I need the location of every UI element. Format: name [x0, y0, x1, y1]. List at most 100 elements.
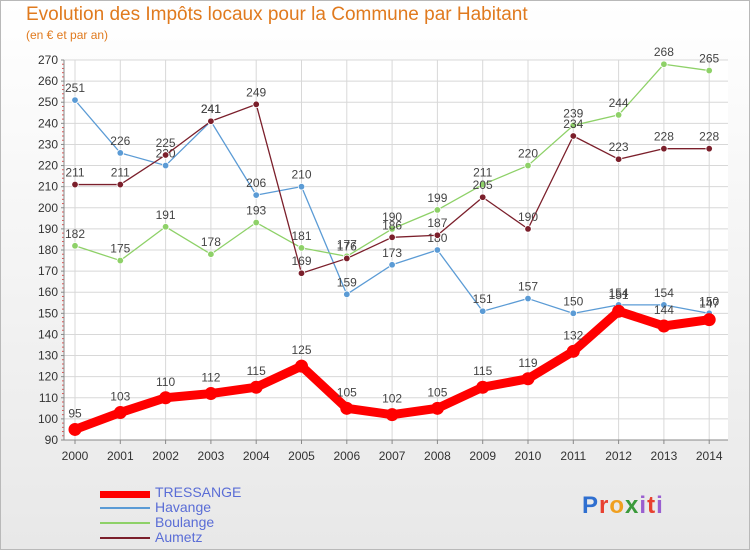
data-label-boulange: 268 — [654, 45, 674, 59]
data-label-aumetz: 234 — [563, 117, 583, 131]
data-point-tressange — [566, 344, 580, 358]
data-label-boulange: 199 — [427, 191, 447, 205]
data-point-tressange — [476, 380, 490, 394]
y-tick-label: 240 — [38, 116, 58, 130]
data-point-havange — [524, 294, 532, 303]
data-point-boulange — [660, 60, 668, 68]
data-point-havange — [433, 246, 442, 254]
data-point-boulange — [479, 180, 487, 189]
data-label-aumetz: 241 — [201, 102, 221, 116]
data-label-tressange: 125 — [291, 343, 311, 357]
y-tick-label: 140 — [38, 327, 58, 341]
y-tick-label: 160 — [38, 285, 58, 299]
data-label-boulange: 191 — [156, 208, 176, 222]
data-point-tressange — [340, 401, 354, 415]
data-point-tressange — [249, 380, 263, 394]
legend-label-havange: Havange — [155, 499, 212, 515]
data-label-tressange: 105 — [337, 385, 357, 399]
legend-label-boulange: Boulange — [155, 514, 215, 530]
data-label-tressange: 132 — [563, 328, 583, 342]
data-point-aumetz — [660, 144, 668, 153]
data-point-havange — [388, 261, 396, 269]
data-label-tressange: 103 — [110, 390, 130, 404]
x-tick-label: 2003 — [198, 449, 225, 463]
data-point-boulange — [433, 206, 442, 214]
data-label-aumetz: 186 — [382, 218, 402, 232]
chart-title: Evolution des Impôts locaux pour la Comm… — [26, 4, 528, 25]
data-point-boulange — [388, 225, 396, 233]
data-label-aumetz: 211 — [65, 166, 84, 180]
y-tick-label: 110 — [39, 391, 58, 405]
data-label-tressange: 110 — [156, 375, 175, 389]
data-point-boulange — [207, 250, 215, 258]
legend-label-aumetz: Aumetz — [155, 529, 203, 545]
data-label-boulange: 193 — [246, 204, 266, 218]
data-point-aumetz — [433, 231, 442, 239]
data-point-aumetz — [614, 155, 623, 163]
data-point-havange — [297, 182, 306, 191]
data-label-boulange: 211 — [473, 166, 492, 180]
data-label-havange: 159 — [337, 275, 357, 289]
data-label-boulange: 177 — [337, 237, 357, 251]
data-point-aumetz — [207, 117, 215, 125]
data-point-tressange — [159, 391, 173, 405]
y-tick-label: 150 — [38, 306, 58, 320]
data-label-tressange: 102 — [382, 392, 402, 406]
data-point-aumetz — [479, 193, 487, 201]
data-label-havange: 173 — [382, 246, 402, 260]
data-label-aumetz: 205 — [473, 178, 493, 192]
chart-subtitle: (en € et par an) — [26, 28, 109, 42]
data-point-boulange — [524, 161, 532, 170]
data-point-boulange — [297, 244, 306, 252]
legend-swatch-havange — [100, 507, 150, 509]
x-tick-label: 2001 — [107, 449, 134, 463]
data-label-boulange: 190 — [382, 210, 402, 224]
data-point-tressange — [295, 359, 308, 373]
data-point-boulange — [116, 256, 124, 265]
data-point-havange — [161, 161, 170, 170]
x-tick-label: 2002 — [152, 449, 179, 463]
y-tick-label: 270 — [38, 53, 58, 67]
data-label-boulange: 178 — [201, 235, 221, 249]
data-point-havange — [252, 191, 260, 199]
data-point-boulange — [705, 66, 713, 75]
data-label-tressange: 115 — [473, 364, 492, 378]
data-label-boulange: 239 — [563, 106, 583, 120]
data-point-havange — [343, 290, 351, 299]
data-point-havange — [71, 96, 79, 104]
x-tick-label: 2010 — [515, 449, 542, 463]
data-label-boulange: 220 — [518, 147, 538, 161]
y-tick-label: 100 — [38, 412, 58, 426]
data-point-havange — [569, 309, 577, 318]
data-point-boulange — [252, 218, 260, 227]
data-point-aumetz — [297, 269, 306, 277]
data-label-aumetz: 225 — [156, 136, 176, 150]
x-tick-label: 2013 — [651, 449, 678, 463]
data-label-boulange: 181 — [291, 229, 311, 243]
data-label-aumetz: 190 — [518, 210, 538, 224]
data-point-aumetz — [524, 225, 532, 233]
x-tick-label: 2004 — [243, 449, 270, 463]
x-tick-label: 2012 — [605, 449, 632, 463]
data-point-aumetz — [569, 132, 577, 140]
data-point-tressange — [521, 372, 535, 386]
data-label-aumetz: 228 — [699, 130, 719, 144]
y-tick-label: 120 — [38, 370, 58, 384]
data-point-tressange — [113, 406, 127, 420]
proxiti-logo: Proxiti — [582, 492, 664, 519]
y-tick-label: 210 — [38, 180, 58, 194]
x-tick-label: 2008 — [424, 449, 451, 463]
y-tick-label: 260 — [38, 74, 58, 88]
data-label-havange: 150 — [699, 294, 719, 308]
data-label-havange: 251 — [65, 81, 85, 95]
data-label-tressange: 119 — [518, 356, 537, 370]
data-label-aumetz: 187 — [427, 216, 447, 230]
data-point-tressange — [430, 401, 444, 415]
x-tick-label: 2011 — [560, 449, 586, 463]
data-label-tressange: 112 — [201, 371, 220, 385]
y-tick-label: 130 — [38, 349, 58, 363]
data-label-tressange: 105 — [427, 385, 447, 399]
data-label-boulange: 265 — [699, 52, 719, 66]
data-point-tressange — [702, 313, 716, 327]
y-tick-label: 250 — [38, 95, 58, 109]
